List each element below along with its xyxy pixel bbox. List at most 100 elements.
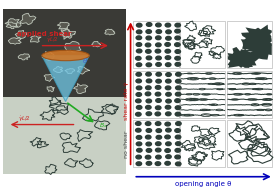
Polygon shape — [245, 38, 272, 60]
Circle shape — [136, 112, 141, 116]
Circle shape — [165, 105, 171, 109]
Circle shape — [166, 128, 171, 132]
Text: $\theta$: $\theta$ — [82, 56, 88, 65]
Circle shape — [175, 106, 181, 110]
Circle shape — [166, 99, 171, 103]
Circle shape — [175, 129, 180, 132]
Polygon shape — [20, 13, 36, 25]
Polygon shape — [78, 67, 89, 74]
Circle shape — [156, 63, 161, 66]
Polygon shape — [53, 66, 63, 73]
Circle shape — [156, 142, 161, 146]
Circle shape — [166, 30, 171, 34]
Circle shape — [175, 149, 181, 152]
Circle shape — [166, 142, 171, 146]
Polygon shape — [47, 87, 55, 92]
Circle shape — [176, 122, 181, 125]
Polygon shape — [6, 22, 18, 29]
Circle shape — [136, 72, 141, 76]
Circle shape — [136, 93, 141, 96]
Circle shape — [146, 63, 151, 67]
Circle shape — [146, 50, 151, 53]
Circle shape — [146, 79, 152, 83]
Circle shape — [146, 162, 152, 165]
Polygon shape — [57, 22, 69, 29]
Text: opening angle θ: opening angle θ — [175, 181, 231, 187]
Bar — [3, 9, 126, 97]
Circle shape — [156, 36, 161, 40]
Circle shape — [146, 99, 151, 103]
Circle shape — [156, 23, 161, 27]
Circle shape — [166, 36, 171, 40]
Circle shape — [165, 56, 171, 60]
Circle shape — [175, 112, 181, 116]
Circle shape — [155, 92, 161, 96]
Circle shape — [165, 49, 170, 53]
Circle shape — [165, 135, 170, 139]
Bar — [227, 71, 272, 118]
Circle shape — [165, 161, 170, 165]
Circle shape — [136, 63, 142, 67]
Polygon shape — [61, 28, 76, 39]
Circle shape — [136, 122, 141, 125]
Bar — [180, 21, 225, 68]
Circle shape — [136, 30, 142, 34]
Circle shape — [146, 142, 151, 146]
Circle shape — [156, 129, 162, 132]
Bar — [180, 71, 225, 118]
Circle shape — [146, 129, 151, 132]
Circle shape — [146, 112, 151, 115]
Circle shape — [155, 112, 160, 116]
Circle shape — [155, 162, 161, 166]
Polygon shape — [62, 30, 71, 37]
Circle shape — [166, 73, 171, 76]
Polygon shape — [241, 25, 272, 48]
Text: $\dot{\gamma}L/2$: $\dot{\gamma}L/2$ — [46, 36, 59, 45]
Circle shape — [165, 43, 170, 46]
Text: applied shear: applied shear — [17, 31, 71, 37]
Circle shape — [165, 86, 171, 90]
Circle shape — [156, 56, 161, 60]
Circle shape — [146, 23, 152, 26]
Polygon shape — [44, 74, 54, 81]
Circle shape — [155, 148, 161, 152]
Circle shape — [156, 136, 162, 139]
Circle shape — [136, 36, 141, 40]
Bar — [133, 21, 179, 68]
Bar — [227, 21, 272, 68]
Circle shape — [156, 99, 161, 102]
Circle shape — [145, 135, 151, 139]
Circle shape — [146, 72, 151, 76]
Circle shape — [155, 106, 161, 110]
Circle shape — [165, 63, 171, 67]
Polygon shape — [15, 30, 27, 39]
Circle shape — [136, 105, 142, 109]
Polygon shape — [18, 54, 29, 60]
Polygon shape — [228, 47, 261, 68]
Circle shape — [155, 122, 161, 125]
Text: no shear: no shear — [124, 130, 129, 158]
Circle shape — [165, 112, 171, 116]
Circle shape — [146, 105, 151, 109]
Circle shape — [136, 155, 141, 159]
Circle shape — [136, 142, 142, 146]
Circle shape — [175, 99, 180, 102]
Circle shape — [155, 49, 161, 53]
Circle shape — [175, 36, 180, 40]
Circle shape — [165, 23, 171, 27]
Bar — [227, 120, 272, 167]
Circle shape — [146, 149, 152, 152]
Circle shape — [136, 86, 142, 90]
Polygon shape — [65, 69, 74, 74]
Bar — [133, 120, 179, 167]
Circle shape — [176, 72, 181, 76]
Polygon shape — [92, 42, 100, 47]
Circle shape — [136, 162, 141, 166]
Circle shape — [175, 43, 180, 46]
Circle shape — [175, 50, 181, 53]
Polygon shape — [65, 41, 81, 52]
Bar — [133, 71, 179, 118]
Polygon shape — [5, 19, 21, 27]
Circle shape — [136, 79, 141, 83]
Circle shape — [165, 79, 171, 83]
